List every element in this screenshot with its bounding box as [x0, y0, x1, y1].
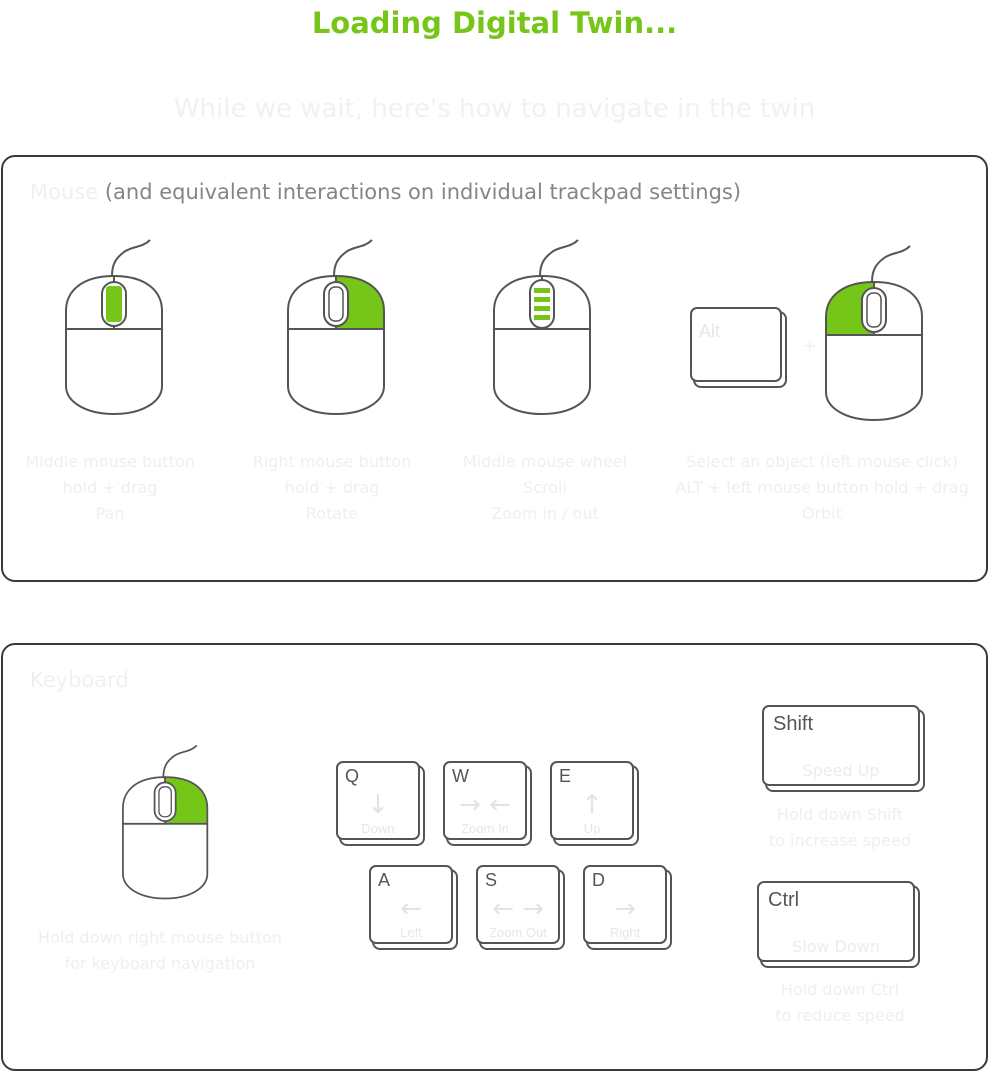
keyboard-mouse-hint: Hold down right mouse button for keyboar…: [20, 925, 300, 977]
key-q: Q ↓ Down: [336, 761, 420, 840]
keyboard-mouse-hint-line1: Hold down right mouse button: [38, 928, 282, 947]
caption-pan-line3: Pan: [95, 504, 125, 523]
key-a-label: Left: [400, 925, 422, 940]
mouse-section-note: (and equivalent interactions on individu…: [104, 180, 742, 204]
ctrl-hint-line1: Hold down Ctrl: [780, 980, 900, 999]
key-w: W → ← Zoom In: [443, 761, 527, 840]
caption-zoom: Middle mouse wheel Scroll Zoom in / out: [445, 449, 645, 527]
ctrl-hint: Hold down Ctrl to reduce speed: [735, 977, 945, 1029]
arrows-diverge-icon: ← →: [492, 894, 544, 924]
shift-hint-line1: Hold down Shift: [776, 805, 904, 824]
key-d: D → Right: [583, 865, 667, 944]
arrow-right-icon: →: [614, 894, 636, 924]
shift-hint-line2: to increase speed: [768, 831, 911, 850]
page-subtitle: While we wait, here's how to navigate in…: [173, 94, 816, 124]
key-q-label: Down: [361, 821, 395, 836]
key-s: S ← → Zoom Out: [476, 865, 560, 944]
caption-rotate: Right mouse button hold + drag Rotate: [232, 449, 432, 527]
caption-zoom-line3: Zoom in / out: [491, 504, 599, 523]
arrow-down-icon: ↓: [367, 790, 389, 820]
caption-orbit: Select an object (left mouse click) ALT …: [664, 449, 980, 527]
key-w-letter: W: [452, 766, 469, 786]
caption-rotate-line1: Right mouse button: [252, 452, 412, 471]
caption-pan: Middle mouse button hold + drag Pan: [10, 449, 210, 527]
caption-rotate-line2: hold + drag: [284, 478, 380, 497]
key-d-letter: D: [592, 870, 605, 890]
arrows-converge-icon: → ←: [459, 790, 511, 820]
mouse-wheel-icon: [493, 239, 591, 416]
alt-key-icon: Alt: [690, 307, 782, 382]
caption-pan-line1: Middle mouse button: [25, 452, 195, 471]
caption-rotate-line3: Rotate: [305, 504, 359, 523]
key-a-letter: A: [378, 870, 391, 890]
key-shift-action: Speed Up: [802, 761, 880, 780]
alt-key-label: Alt: [699, 321, 721, 341]
mouse-section-title: Mouse (and equivalent interactions on in…: [30, 178, 741, 206]
key-d-label: Right: [609, 925, 641, 940]
caption-orbit-line1: Select an object (left mouse click): [686, 452, 958, 471]
mouse-section-heading: Mouse: [30, 180, 99, 204]
caption-zoom-line2: Scroll: [523, 478, 567, 497]
mouse-left-button-icon: [825, 245, 923, 422]
key-e: E ↑ Up: [550, 761, 634, 840]
key-e-label: Up: [583, 821, 601, 836]
key-ctrl: Ctrl Slow Down: [757, 881, 915, 962]
caption-pan-line2: hold + drag: [62, 478, 158, 497]
key-shift-label: Shift: [773, 713, 814, 735]
mouse-middle-button-icon: [65, 239, 163, 416]
keyboard-mouse-right-button-icon: [122, 744, 209, 900]
caption-orbit-line3: Orbit: [801, 504, 843, 523]
key-ctrl-label: Ctrl: [768, 889, 800, 911]
plus-sign: +: [803, 336, 817, 355]
arrow-left-icon: ←: [400, 894, 422, 924]
mouse-right-button-icon: [287, 239, 385, 416]
key-a: A ← Left: [369, 865, 453, 944]
key-q-letter: Q: [345, 766, 360, 786]
key-w-label: Zoom In: [461, 821, 509, 836]
key-e-letter: E: [559, 766, 572, 786]
keyboard-section-title: Keyboard: [30, 668, 129, 692]
key-shift: Shift Speed Up: [762, 705, 920, 786]
key-s-letter: S: [485, 870, 498, 890]
ctrl-hint-line2: to reduce speed: [775, 1006, 905, 1025]
caption-orbit-line2: ALT + left mouse button hold + drag: [675, 478, 969, 497]
page-title: Loading Digital Twin...: [311, 6, 678, 40]
arrow-up-icon: ↑: [581, 790, 603, 820]
key-ctrl-action: Slow Down: [792, 937, 880, 956]
shift-hint: Hold down Shift to increase speed: [735, 802, 945, 854]
caption-zoom-line1: Middle mouse wheel: [462, 452, 628, 471]
key-s-label: Zoom Out: [489, 925, 547, 940]
keyboard-mouse-hint-line2: for keyboard navigation: [64, 954, 256, 973]
